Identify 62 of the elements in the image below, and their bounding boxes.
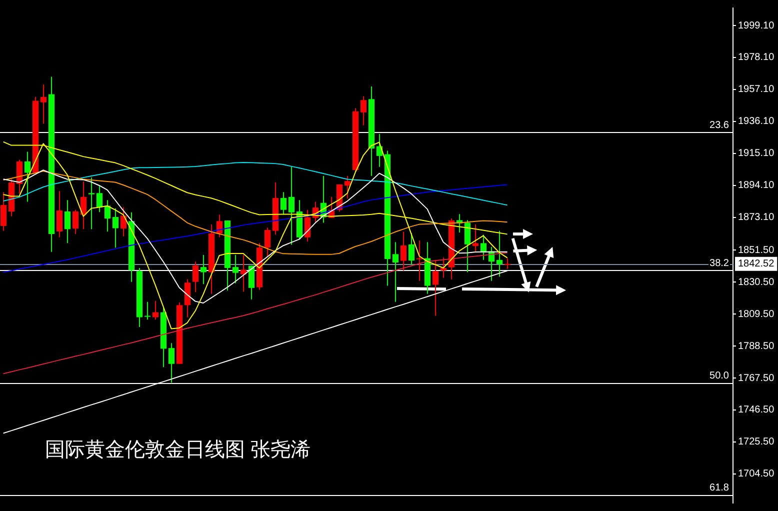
candlestick: [200, 254, 206, 285]
y-tick-label: 1894.10: [738, 180, 775, 192]
candlestick: [144, 301, 150, 320]
candlestick: [0, 192, 6, 232]
text: 国际黄金伦敦金日线图 张尧浠: [45, 439, 311, 461]
y-tick-label: 1746.50: [738, 404, 775, 416]
candlestick: [216, 214, 222, 238]
candlestick: [80, 181, 86, 230]
annotation: 38.2: [710, 258, 730, 270]
y-tick-label: 1873.10: [738, 212, 775, 224]
candlestick: [104, 200, 110, 232]
candlestick: [264, 227, 270, 258]
candlestick: [168, 342, 174, 384]
candlestick: [40, 84, 46, 124]
y-tick-label: 1851.50: [738, 244, 775, 256]
candlestick: [96, 185, 102, 213]
candlestick: [344, 175, 350, 200]
candlestick: [376, 134, 382, 168]
candlestick: [240, 254, 246, 292]
y-tick-label: 1915.10: [738, 148, 775, 160]
candlestick: [392, 242, 398, 302]
y-tick-label: 1704.50: [738, 468, 775, 480]
candlestick: [304, 209, 310, 242]
y-tick-label: 1809.50: [738, 308, 775, 320]
y-tick-label: 1767.50: [738, 372, 775, 384]
candlestick: [16, 159, 22, 194]
candlestick: [288, 166, 294, 246]
candlestick: [88, 177, 94, 230]
y-tick-label: 1830.50: [738, 276, 775, 288]
y-tick-label: 1936.10: [738, 116, 775, 128]
y-tick-label: 1788.50: [738, 340, 775, 352]
candlestick: [464, 220, 470, 273]
candlestick: [480, 234, 486, 260]
candlestick: [416, 240, 422, 282]
y-tick-label: 1725.50: [738, 436, 775, 448]
y-tick-label: 1999.10: [738, 20, 775, 32]
annotation: 61.8: [710, 482, 730, 494]
candlestick: [192, 261, 198, 293]
candlestick: [120, 206, 126, 237]
candlestick: [408, 232, 414, 266]
candlestick: [472, 224, 478, 253]
candlestick: [56, 190, 62, 238]
candlestick: [232, 254, 238, 284]
y-tick-label: 1957.10: [738, 84, 775, 96]
candlestick: [64, 200, 70, 244]
candlestick: [248, 265, 254, 300]
candlestick: [496, 230, 502, 278]
candlestick: [24, 151, 30, 202]
candlestick: [432, 259, 438, 316]
candlestick: [112, 208, 118, 248]
ref-line-label: 1842.52: [738, 258, 775, 270]
candlestick: [504, 258, 510, 270]
annotation: 23.6: [710, 120, 730, 131]
y-tick-label: 1978.10: [738, 52, 775, 64]
candlestick: [360, 96, 366, 126]
candlestick: [152, 300, 158, 320]
candlestick: [440, 257, 446, 278]
candlestick: [72, 209, 78, 235]
candlestick: [280, 192, 286, 216]
candlestick: [400, 231, 406, 272]
annotation: 50.0: [710, 370, 730, 382]
candlestick: [184, 278, 190, 318]
